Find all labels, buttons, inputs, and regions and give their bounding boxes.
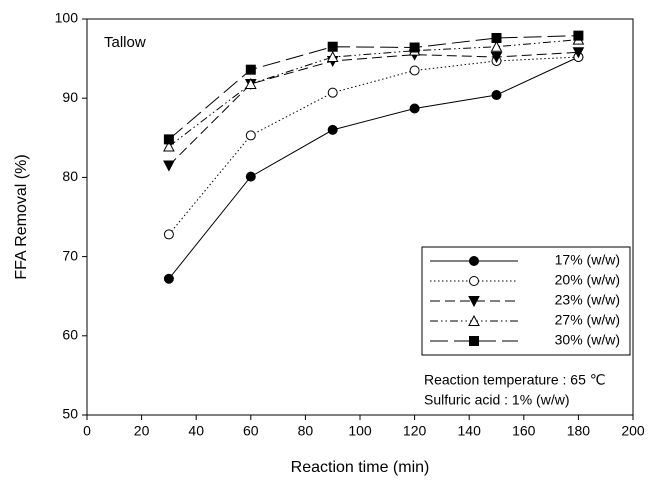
marker bbox=[163, 160, 175, 172]
marker bbox=[245, 64, 256, 75]
x-tick-label: 40 bbox=[188, 423, 204, 439]
x-tick-label: 100 bbox=[348, 423, 372, 439]
marker bbox=[409, 65, 420, 76]
legend-marker bbox=[468, 314, 480, 326]
marker bbox=[244, 77, 257, 89]
legend-marker bbox=[469, 336, 479, 346]
y-tick-label: 100 bbox=[55, 10, 79, 26]
y-tick-label: 70 bbox=[62, 247, 78, 263]
x-tick-label: 180 bbox=[567, 423, 591, 439]
series-line bbox=[168, 51, 579, 166]
annotation: Tallow bbox=[104, 34, 146, 51]
legend-box bbox=[421, 246, 631, 356]
legend-marker bbox=[469, 256, 479, 266]
x-axis-title: Reaction time (min) bbox=[291, 459, 430, 476]
series-line bbox=[168, 35, 579, 140]
marker bbox=[327, 41, 338, 52]
y-tick-label: 80 bbox=[62, 168, 78, 184]
marker bbox=[163, 134, 174, 145]
annotation: Reaction temperature : 65 ℃ bbox=[424, 372, 605, 388]
x-tick-label: 80 bbox=[298, 423, 314, 439]
marker bbox=[491, 90, 502, 101]
legend-marker bbox=[468, 296, 480, 308]
y-tick-label: 60 bbox=[62, 327, 78, 343]
marker bbox=[572, 47, 585, 59]
x-tick-label: 200 bbox=[621, 423, 645, 439]
plot-frame bbox=[86, 18, 634, 416]
legend-label: 23% (w/w) bbox=[555, 292, 620, 308]
marker bbox=[491, 33, 502, 44]
marker bbox=[326, 50, 339, 63]
y-axis-title: FFA Removal (%) bbox=[13, 154, 30, 279]
marker bbox=[490, 40, 503, 52]
series-line bbox=[168, 39, 579, 147]
x-tick-label: 60 bbox=[243, 423, 259, 439]
legend-label: 17% (w/w) bbox=[555, 252, 620, 268]
marker bbox=[245, 171, 256, 182]
x-tick-label: 20 bbox=[134, 423, 150, 439]
marker bbox=[163, 229, 174, 240]
legend-label: 27% (w/w) bbox=[555, 312, 620, 328]
marker bbox=[409, 42, 420, 53]
series-line bbox=[168, 56, 579, 280]
marker bbox=[163, 140, 175, 152]
annotation: Sulfuric acid : 1% (w/w) bbox=[424, 392, 569, 408]
legend-marker bbox=[469, 276, 479, 286]
y-tick-label: 90 bbox=[62, 89, 78, 105]
marker bbox=[573, 30, 584, 41]
marker bbox=[327, 124, 338, 135]
marker bbox=[163, 273, 174, 284]
legend-label: 30% (w/w) bbox=[555, 332, 620, 348]
legend-label: 20% (w/w) bbox=[555, 272, 620, 288]
marker bbox=[245, 130, 256, 141]
y-tick-label: 50 bbox=[62, 406, 78, 422]
x-tick-label: 0 bbox=[83, 423, 91, 439]
x-tick-label: 160 bbox=[512, 423, 536, 439]
series-line bbox=[168, 56, 579, 235]
marker bbox=[327, 87, 338, 98]
marker bbox=[409, 103, 420, 114]
x-tick-label: 120 bbox=[403, 423, 427, 439]
marker bbox=[490, 52, 503, 64]
legend: 17% (w/w) 20% (w/w) 23% (w/w) 27% (w/w) 30% … bbox=[421, 246, 631, 408]
x-tick-label: 140 bbox=[458, 423, 482, 439]
